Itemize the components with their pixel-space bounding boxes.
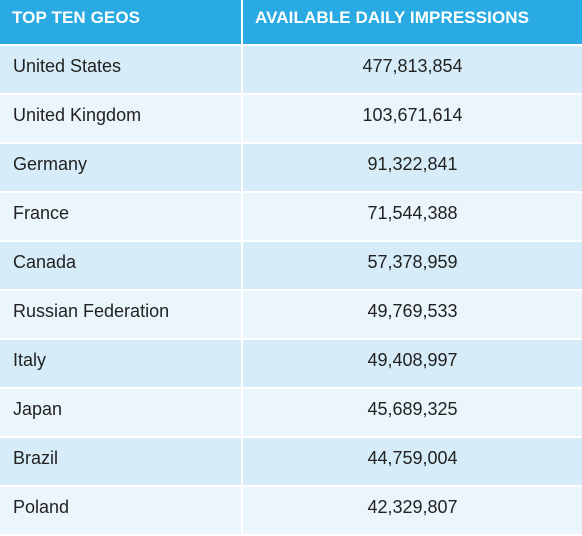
impressions-cell: 42,329,807 — [241, 485, 582, 534]
table-row: United States 477,813,854 — [0, 44, 582, 93]
table-row: France 71,544,388 — [0, 191, 582, 240]
table-row: Germany 91,322,841 — [0, 142, 582, 191]
country-cell: Russian Federation — [0, 289, 241, 338]
header-available-daily-impressions: AVAILABLE DAILY IMPRESSIONS — [241, 0, 582, 44]
table-row: Japan 45,689,325 — [0, 387, 582, 436]
impressions-cell: 45,689,325 — [241, 387, 582, 436]
country-cell: France — [0, 191, 241, 240]
header-row: TOP TEN GEOS AVAILABLE DAILY IMPRESSIONS — [0, 0, 582, 44]
country-cell: Germany — [0, 142, 241, 191]
country-cell: Italy — [0, 338, 241, 387]
impressions-cell: 49,408,997 — [241, 338, 582, 387]
table-body: United States 477,813,854 United Kingdom… — [0, 44, 582, 534]
country-cell: Japan — [0, 387, 241, 436]
table-header: TOP TEN GEOS AVAILABLE DAILY IMPRESSIONS — [0, 0, 582, 44]
impressions-cell: 49,769,533 — [241, 289, 582, 338]
table-row: Canada 57,378,959 — [0, 240, 582, 289]
country-cell: United Kingdom — [0, 93, 241, 142]
country-cell: United States — [0, 44, 241, 93]
table-row: Poland 42,329,807 — [0, 485, 582, 534]
impressions-cell: 57,378,959 — [241, 240, 582, 289]
country-cell: Poland — [0, 485, 241, 534]
table-row: Russian Federation 49,769,533 — [0, 289, 582, 338]
table-row: United Kingdom 103,671,614 — [0, 93, 582, 142]
impressions-cell: 477,813,854 — [241, 44, 582, 93]
table-row: Italy 49,408,997 — [0, 338, 582, 387]
impressions-cell: 44,759,004 — [241, 436, 582, 485]
table-row: Brazil 44,759,004 — [0, 436, 582, 485]
impressions-cell: 71,544,388 — [241, 191, 582, 240]
impressions-cell: 91,322,841 — [241, 142, 582, 191]
country-cell: Brazil — [0, 436, 241, 485]
impressions-cell: 103,671,614 — [241, 93, 582, 142]
country-cell: Canada — [0, 240, 241, 289]
header-top-ten-geos: TOP TEN GEOS — [0, 0, 241, 44]
